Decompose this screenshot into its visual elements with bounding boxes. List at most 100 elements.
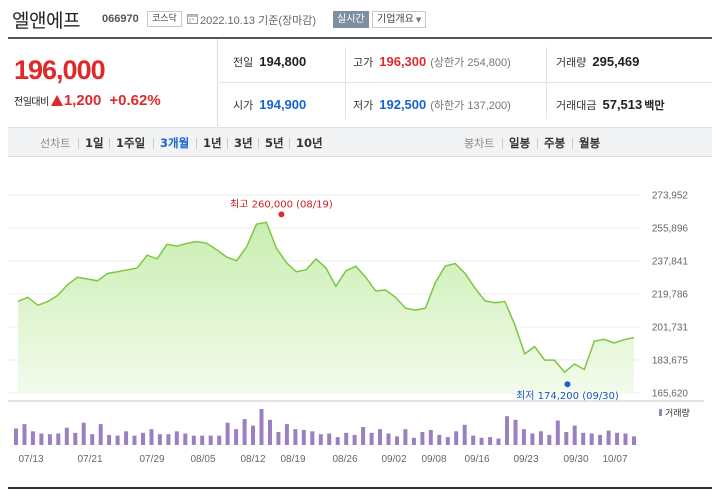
volume-bar <box>293 429 298 445</box>
change-value: 1,200 <box>63 92 102 109</box>
chart-annotations: 최고 260,000 (08/19) 최저 174,200 (09/30) <box>230 198 619 402</box>
volume-bar <box>284 424 289 445</box>
volume-bar <box>335 437 340 445</box>
volume-bar <box>141 432 145 445</box>
tab-monthly-candle[interactable]: 월봉 <box>579 136 601 150</box>
stock-name: 엘앤에프 <box>12 10 80 32</box>
volume-bar <box>547 434 552 445</box>
realtime-button[interactable]: 실시간 <box>333 11 369 28</box>
x-axis-labels: 07/13 07/21 07/29 08/05 08/12 08/19 08/26 09/02… <box>18 454 627 465</box>
volume-bar <box>462 424 467 445</box>
volume-bar <box>411 437 416 445</box>
tab-3m[interactable]: 3개월 <box>160 136 190 150</box>
volume-bar <box>234 429 239 445</box>
tab-weekly-candle[interactable]: 주봉 <box>544 136 566 150</box>
volume-bar <box>369 432 374 445</box>
volume-bar <box>259 409 264 445</box>
open-price: 시가 194,900 <box>233 97 307 112</box>
volume-bar <box>191 435 196 445</box>
volume-bar <box>488 437 493 445</box>
tab-divider <box>537 138 538 149</box>
tab-10y[interactable]: 10년 <box>296 136 323 150</box>
tab-divider <box>153 138 154 149</box>
x-tick-label: 09/02 <box>381 454 406 465</box>
header-divider <box>8 37 712 39</box>
change-percent: +0.62% <box>109 92 161 109</box>
volume-bar <box>56 433 61 445</box>
tab-divider <box>196 138 197 149</box>
line-chart-label: 선차트 <box>40 137 71 150</box>
stock-header: 엘앤에프 066970 코스닥 2022.10.13 기준(장마감) 실시간 기… <box>0 0 712 38</box>
volume-bar <box>572 425 577 445</box>
volume-bar <box>107 434 112 445</box>
volume-bar <box>149 429 154 445</box>
volume-bar <box>73 432 78 445</box>
volume-bar <box>30 431 35 445</box>
volume-bar <box>217 435 222 445</box>
x-tick-label: 07/21 <box>77 454 102 465</box>
volume-bar <box>174 431 179 445</box>
tab-divider <box>78 138 79 149</box>
quote-table: 전일 194,800 고가 196,300 (상한가 254,800) 거래량 295,… <box>219 39 712 126</box>
chart-bottom-border <box>8 487 712 489</box>
x-tick-label: 09/16 <box>464 454 489 465</box>
tab-5y[interactable]: 5년 <box>265 136 284 150</box>
x-tick-label: 07/29 <box>139 454 164 465</box>
volume-legend-swatch <box>659 409 662 416</box>
tab-divider <box>289 138 290 149</box>
volume-bar <box>352 434 357 445</box>
current-price: 196,000 <box>14 55 106 85</box>
calendar-icon <box>187 14 198 24</box>
tab-3y[interactable]: 3년 <box>234 136 253 150</box>
volume-legend: 거래량 <box>665 407 690 419</box>
trade-value: 거래대금 57,513 백만 <box>556 97 665 112</box>
change-label: 전일대비 <box>14 97 49 108</box>
volume-bar <box>225 422 230 445</box>
tab-1w[interactable]: 1주일 <box>116 136 146 150</box>
volume-bar <box>276 432 281 445</box>
volume-bar <box>530 433 535 445</box>
volume-bar <box>310 431 315 445</box>
volume-bar <box>615 432 620 445</box>
price-chart[interactable]: 273,952 255,896 237,841 219,786 201,731 183,6… <box>0 160 712 487</box>
volume-bar <box>428 429 433 445</box>
volume-bar <box>623 433 628 445</box>
volume-bar <box>454 431 459 445</box>
chart-period-tabs: 선차트 1일 1주일 3개월 1년 3년 5년 10년 봉차트 일봉 주봉 월봉 <box>8 127 712 157</box>
volume-bar <box>403 429 408 445</box>
tab-1d[interactable]: 1일 <box>85 136 104 150</box>
high-marker <box>278 211 285 218</box>
low-annotation: 최저 174,200 (09/30) <box>516 390 619 402</box>
x-tick-label: 09/08 <box>421 454 446 465</box>
volume-bar <box>471 435 476 445</box>
market-badge: 코스닥 <box>147 11 182 27</box>
volume-bar <box>420 432 425 445</box>
volume-bar <box>445 437 450 445</box>
company-overview-dropdown[interactable]: 기업개요 ▼ <box>372 11 427 28</box>
volume-bar <box>632 436 636 445</box>
volume-bar <box>242 419 247 445</box>
volume-bar <box>479 437 484 445</box>
quote-col-divider <box>345 47 346 119</box>
volume-bar <box>183 433 188 445</box>
volume-bar <box>327 433 332 445</box>
high-annotation: 최고 260,000 (08/19) <box>230 198 333 210</box>
x-tick-label: 07/13 <box>18 454 43 465</box>
triangle-up-icon <box>50 95 63 106</box>
low-marker <box>564 381 571 388</box>
volume-bar <box>22 424 27 445</box>
volume-bar <box>115 435 120 445</box>
volume-bar <box>318 434 323 445</box>
tab-daily-candle[interactable]: 일봉 <box>509 136 531 150</box>
tab-1y[interactable]: 1년 <box>203 136 222 150</box>
volume-bar <box>581 432 586 445</box>
volume-bar <box>505 416 509 445</box>
volume-bar <box>132 435 137 445</box>
volume-bar <box>564 432 569 445</box>
x-tick-label: 08/12 <box>240 454 265 465</box>
x-tick-label: 09/23 <box>513 454 538 465</box>
volume-bar <box>301 429 306 445</box>
quote-row-divider <box>219 82 712 83</box>
tab-divider <box>109 138 110 149</box>
y-tick-label: 237,841 <box>652 257 689 268</box>
